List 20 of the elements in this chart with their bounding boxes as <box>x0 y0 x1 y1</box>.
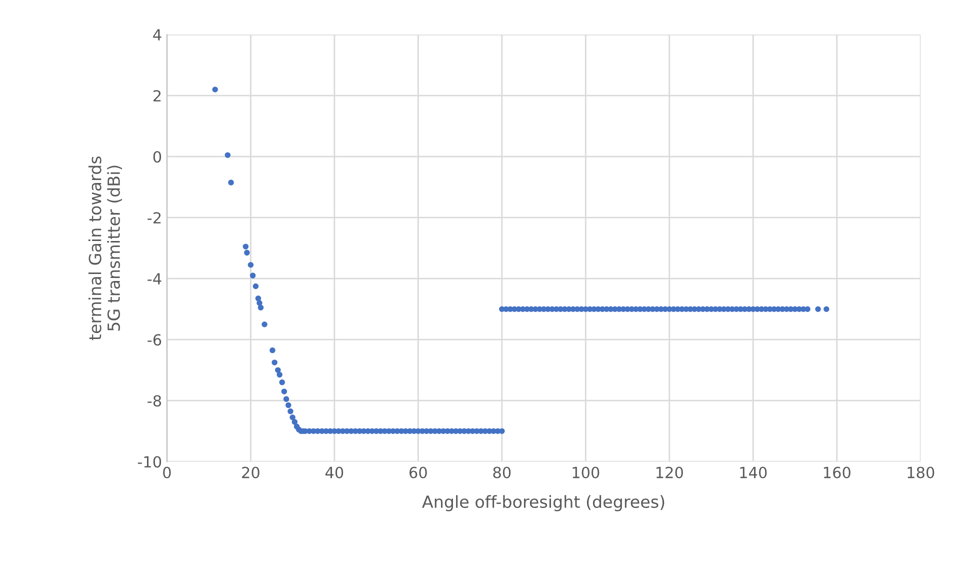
x-tick-label: 20 <box>242 466 260 478</box>
x-tick-label: 160 <box>824 466 850 478</box>
x-tick-label: 120 <box>656 466 683 478</box>
x-tick-label: 0 <box>163 466 171 478</box>
y-tick-label: 0 <box>153 151 162 163</box>
y-tick-label: -6 <box>148 334 162 346</box>
x-axis-title: Angle off-boresight (degrees) <box>422 495 664 512</box>
x-tick-label: 60 <box>410 466 427 478</box>
y-tick-label: 4 <box>153 29 162 40</box>
y-tick-label: -2 <box>148 212 161 224</box>
y-tick-label: -8 <box>148 395 162 407</box>
x-tick-label: 140 <box>740 466 767 478</box>
y-tick-label: 2 <box>153 90 161 102</box>
x-tick-label: 80 <box>493 466 511 478</box>
y-axis-title: terminal Gain towards 5G transmitter (dBi) <box>88 156 122 340</box>
y-tick-label: -10 <box>138 456 162 468</box>
x-tick-label: 180 <box>908 466 934 478</box>
x-tick-label: 40 <box>325 466 344 478</box>
x-tick-label: 100 <box>572 466 600 478</box>
y-tick-label: -4 <box>148 273 162 284</box>
